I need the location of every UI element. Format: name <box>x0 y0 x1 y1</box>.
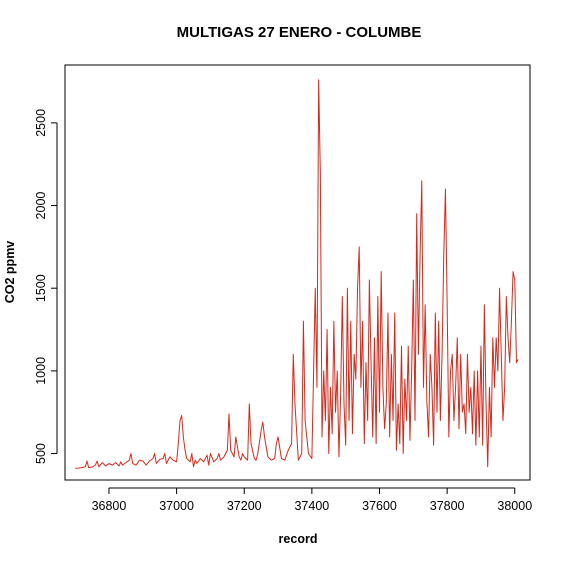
plot-area <box>75 79 519 469</box>
x-tick-label: 37800 <box>430 499 465 513</box>
co2-series-line <box>75 79 519 469</box>
y-tick-label: 2500 <box>34 109 48 137</box>
x-tick-label: 37600 <box>362 499 397 513</box>
y-tick-label: 1500 <box>34 274 48 302</box>
x-axis: 36800 37000 37200 37400 37600 37800 38000 <box>92 487 532 513</box>
x-tick-label: 37000 <box>159 499 194 513</box>
y-tick-label: 2000 <box>34 192 48 220</box>
x-tick-label: 38000 <box>497 499 532 513</box>
x-tick-label: 37400 <box>294 499 329 513</box>
x-axis-label: record <box>279 532 318 546</box>
y-axis-label: CO2 ppmv <box>3 241 17 304</box>
x-tick-label: 37200 <box>227 499 262 513</box>
y-axis: 500 1000 1500 2000 2500 <box>34 109 58 464</box>
y-tick-label: 1000 <box>34 357 48 385</box>
chart-title: MULTIGAS 27 ENERO - COLUMBE <box>177 24 422 41</box>
plot-frame <box>64 64 531 481</box>
x-tick-label: 36800 <box>92 499 127 513</box>
y-tick-label: 500 <box>34 443 48 464</box>
